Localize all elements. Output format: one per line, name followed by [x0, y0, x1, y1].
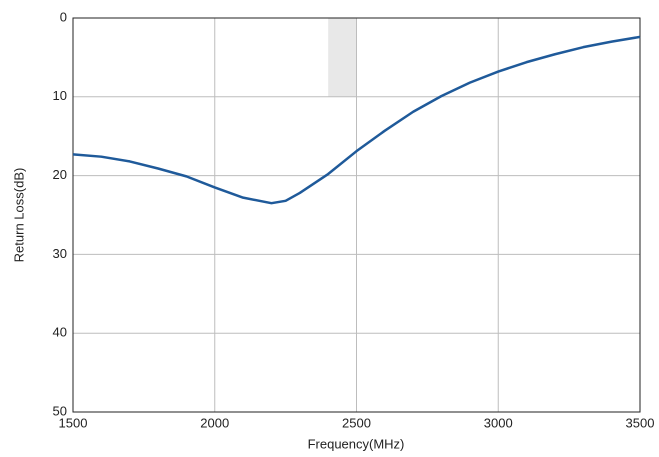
y-tick-label: 10 — [53, 88, 67, 103]
y-tick-label: 30 — [53, 246, 67, 261]
y-axis-label: Return Loss(dB) — [11, 168, 26, 263]
y-tick-label: 50 — [53, 403, 67, 418]
x-tick-label: 2000 — [200, 415, 229, 430]
x-tick-label: 1500 — [59, 415, 88, 430]
y-tick-label: 20 — [53, 167, 67, 182]
x-tick-label: 2500 — [342, 415, 371, 430]
plot-frame — [72, 17, 641, 413]
x-tick-label: 3000 — [484, 415, 513, 430]
line-series — [72, 35, 641, 205]
x-axis-label: Frequency(MHz) — [308, 436, 405, 451]
y-tick-label: 40 — [53, 325, 67, 340]
x-tick-label: 3500 — [626, 415, 655, 430]
band — [328, 18, 357, 97]
y-tick-label: 0 — [60, 9, 67, 24]
